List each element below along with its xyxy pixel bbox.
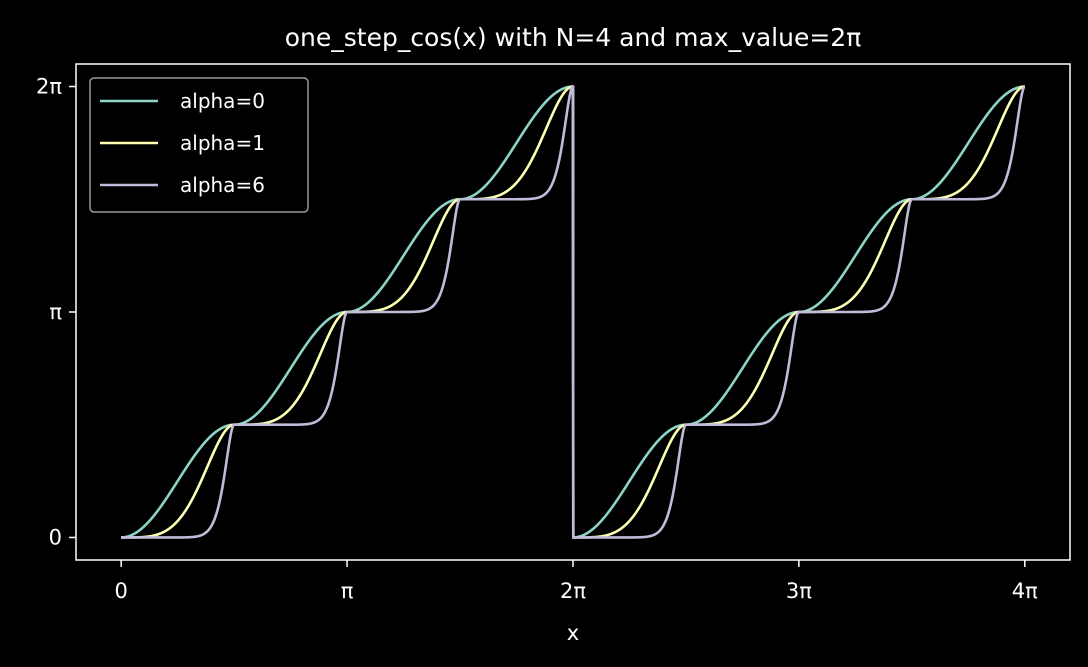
x-tick-label: 2π [560,579,586,603]
x-tick-label: 0 [114,579,127,603]
y-tick-label: 0 [49,525,62,549]
x-axis-label: x [567,621,579,645]
chart-title: one_step_cos(x) with N=4 and max_value=2… [285,23,862,52]
x-tick-label: π [341,579,354,603]
x-tick-label: 3π [786,579,812,603]
legend-frame [89,77,309,213]
legend: alpha=0 alpha=1 alpha=6 [89,77,309,213]
legend-label: alpha=6 [180,173,265,197]
x-ticks: 0 π 2π 3π 4π [114,560,1038,603]
y-ticks: 0 π 2π [36,75,76,549]
y-tick-label: π [49,300,62,324]
plot-area [120,85,1026,539]
series-line-2 [120,85,1026,539]
legend-label: alpha=0 [180,89,265,113]
y-tick-label: 2π [36,75,62,99]
legend-label: alpha=1 [180,131,265,155]
x-tick-label: 4π [1012,579,1038,603]
